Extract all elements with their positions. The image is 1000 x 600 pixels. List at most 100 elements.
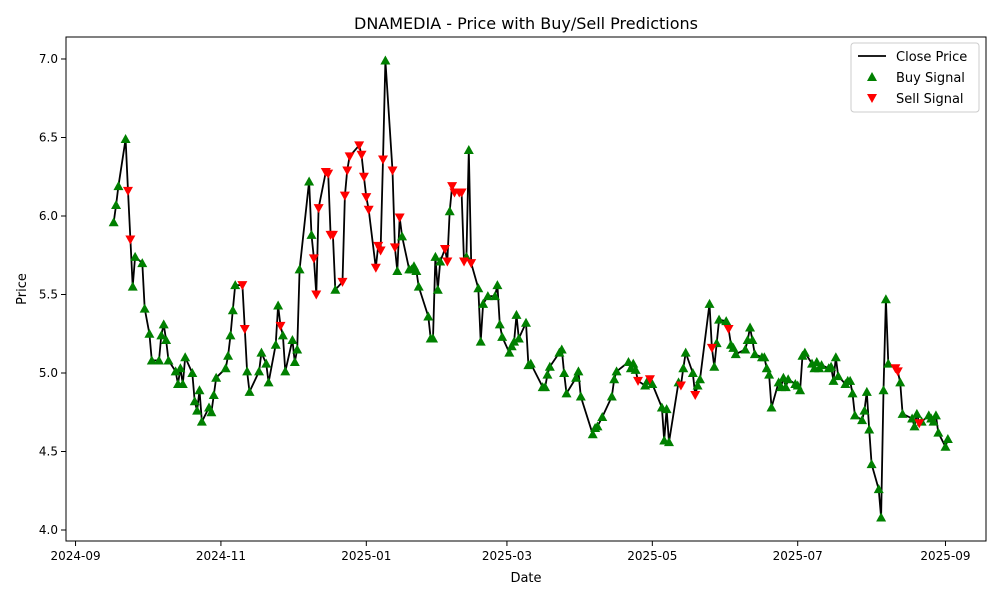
buy-signal-marker <box>211 372 222 382</box>
buy-signal-marker <box>799 347 810 357</box>
buy-signal-marker <box>857 415 868 425</box>
buy-signal-marker <box>714 314 725 324</box>
buy-signal-marker <box>795 385 806 395</box>
sell-signal-marker <box>442 257 453 267</box>
sell-signal-marker <box>447 182 458 192</box>
buy-signal-marker <box>482 291 493 301</box>
chart-title: DNAMEDIA - Price with Buy/Sell Predictio… <box>354 14 698 33</box>
sell-signal-marker <box>275 321 286 331</box>
buy-signal-marker <box>826 361 837 371</box>
legend-buy-swatch <box>867 72 877 81</box>
x-axis-label: Date <box>510 571 541 586</box>
buy-signal-marker <box>473 283 484 293</box>
y-tick-label: 4.0 <box>39 523 58 537</box>
buy-signal-marker <box>513 333 524 343</box>
buy-signal-marker <box>730 349 741 359</box>
sell-signal-marker <box>342 166 353 176</box>
buy-signal-marker <box>435 256 446 266</box>
buy-signal-marker <box>606 391 617 401</box>
sell-signal-marker <box>914 419 925 429</box>
buy-signal-marker <box>304 176 315 186</box>
buy-signal-marker <box>895 377 906 387</box>
legend-sell-swatch <box>867 94 877 103</box>
sell-signal-marker <box>377 155 388 165</box>
buy-signal-marker <box>120 134 131 144</box>
buy-signal-marker <box>847 388 858 398</box>
buy-signal-marker <box>873 484 884 494</box>
sell-signal-marker <box>311 290 322 300</box>
buy-signal-marker <box>127 281 138 291</box>
buy-signal-marker <box>432 284 443 294</box>
y-tick-label: 6.0 <box>39 209 58 223</box>
buy-signal-marker <box>876 512 887 522</box>
sell-signal-marker <box>723 325 734 335</box>
y-tick-label: 5.5 <box>39 287 58 301</box>
buy-signal-marker <box>423 311 434 321</box>
buy-signal-marker <box>277 330 288 340</box>
buy-signal-marker <box>156 330 167 340</box>
sell-signal-marker <box>327 230 338 240</box>
x-tick-label: 2024-09 <box>50 549 100 563</box>
buy-signal-marker <box>525 358 536 368</box>
legend: Close Price Buy Signal Sell Signal <box>850 42 980 113</box>
sell-signal-marker <box>354 141 365 151</box>
x-tick-label: 2025-05 <box>627 549 677 563</box>
buy-signal-marker <box>571 372 582 382</box>
buy-signal-marker <box>227 305 238 315</box>
buy-signal-marker <box>942 433 953 443</box>
buy-signal-marker <box>113 181 124 191</box>
buy-signal-marker <box>866 459 877 469</box>
buy-signal-marker <box>223 350 234 360</box>
buy-signal-marker <box>664 437 675 447</box>
buy-signal-marker <box>897 408 908 418</box>
buy-signal-marker <box>849 410 860 420</box>
buy-signal-marker <box>380 55 391 65</box>
sell-signal-marker <box>389 243 400 253</box>
buy-signal-marker <box>189 396 200 406</box>
buy-signal-marker <box>161 335 172 345</box>
buy-signal-marker <box>511 309 522 319</box>
buy-signal-marker <box>273 300 284 310</box>
y-axis-label: Price <box>15 273 30 305</box>
sell-signal-marker <box>439 244 450 254</box>
sell-signal-marker <box>387 166 398 176</box>
sell-signal-marker <box>892 367 903 377</box>
buy-signal-marker <box>647 378 658 388</box>
buy-signal-marker <box>256 347 267 357</box>
sell-signal-marker <box>339 191 350 201</box>
buy-signal-marker <box>194 385 205 395</box>
sell-signal-marker <box>466 259 477 269</box>
legend-box <box>850 42 980 113</box>
buy-signal-marker <box>764 369 775 379</box>
sell-signal-marker <box>370 263 381 273</box>
buy-signal-marker <box>661 404 672 414</box>
buy-signal-marker <box>139 303 150 313</box>
buy-signal-marker <box>909 421 920 431</box>
buy-signal-marker <box>208 389 219 399</box>
sell-signal-marker <box>456 188 467 198</box>
buy-signal-marker <box>880 294 891 304</box>
plot-border <box>65 36 987 542</box>
buy-signal-marker <box>490 291 501 301</box>
buy-signal-marker <box>144 328 155 338</box>
buy-signal-marker <box>830 352 841 362</box>
buy-signal-marker <box>740 344 751 354</box>
x-tick-label: 2024-11 <box>196 549 246 563</box>
buy-signal-marker <box>413 281 424 291</box>
buy-signal-marker <box>292 344 303 354</box>
buy-signal-marker <box>261 358 272 368</box>
buy-signal-marker <box>177 378 188 388</box>
buy-signal-marker <box>287 335 298 345</box>
buy-signal-marker <box>745 322 756 332</box>
buy-signal-marker <box>153 355 164 365</box>
buy-signal-marker <box>861 386 872 396</box>
buy-signal-marker <box>411 265 422 275</box>
sell-signal-marker <box>323 169 334 179</box>
sell-signal-marker <box>459 257 470 267</box>
y-tick-label: 4.5 <box>39 445 58 459</box>
buy-signal-marker <box>694 374 705 384</box>
buy-signal-marker <box>940 441 951 451</box>
buy-signal-marker <box>709 361 720 371</box>
